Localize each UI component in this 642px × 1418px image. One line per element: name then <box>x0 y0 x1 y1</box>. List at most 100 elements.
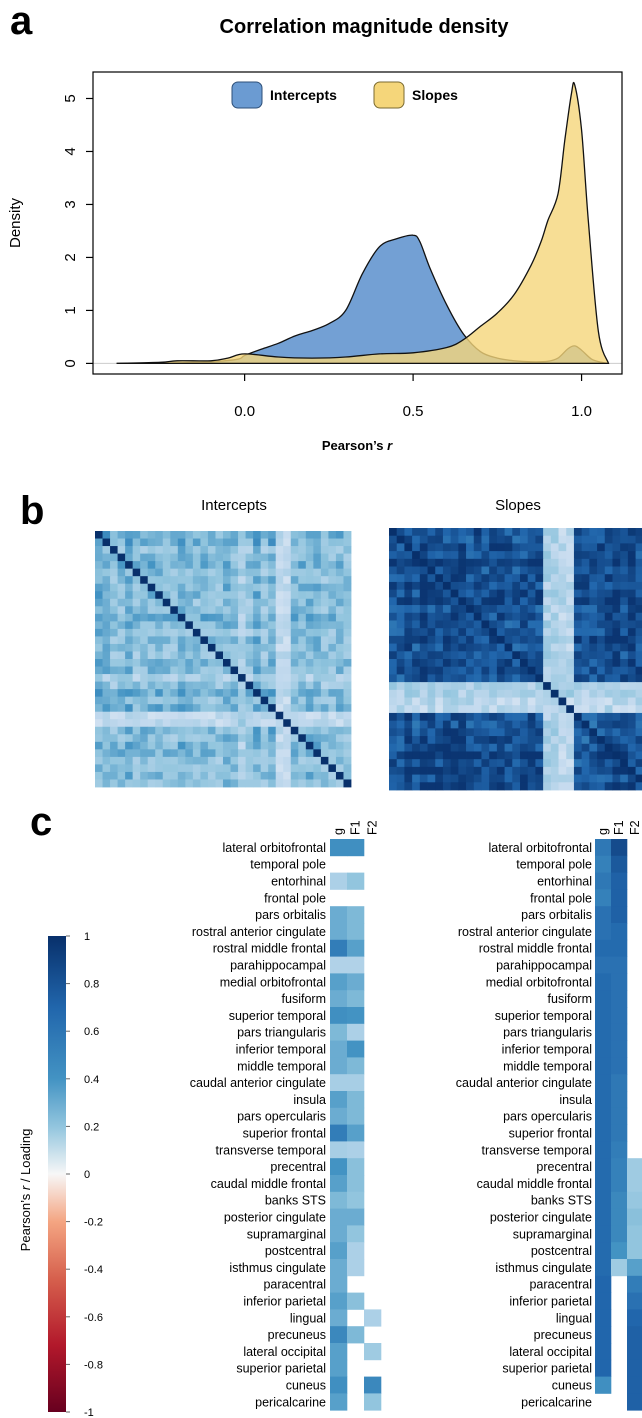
heatmap-cell <box>207 779 216 788</box>
heatmap-cell <box>283 666 292 675</box>
heatmap-cell <box>481 697 490 706</box>
heatmap-cell <box>573 751 583 760</box>
heatmap-cell <box>95 696 103 705</box>
loading-cell <box>347 1175 365 1193</box>
heatmap-cell <box>535 659 544 668</box>
heatmap-cell <box>335 741 344 750</box>
heatmap-cell <box>223 764 231 773</box>
heatmap-cell <box>223 621 231 630</box>
heatmap-cell <box>185 659 194 667</box>
heatmap-cell <box>260 553 269 562</box>
loading-cell <box>595 1141 612 1159</box>
heatmap-cell <box>132 553 141 562</box>
panel-b-letter: b <box>20 489 44 533</box>
heatmap-cell <box>458 635 467 644</box>
loading-cell <box>330 1023 348 1041</box>
heatmap-cell <box>550 558 559 567</box>
heatmap-cell <box>597 566 606 575</box>
heatmap-cell <box>512 566 521 575</box>
heatmap-cell <box>543 528 552 537</box>
loading-cell <box>627 1359 642 1377</box>
heatmap-cell <box>343 704 352 713</box>
row-label: fusiform <box>282 992 326 1006</box>
heatmap-cell <box>604 558 613 567</box>
heatmap-cell <box>117 553 126 562</box>
x-axis-label-italic: r <box>387 438 393 453</box>
heatmap-cell <box>527 528 536 537</box>
heatmap-cell <box>389 674 398 683</box>
heatmap-cell <box>481 659 490 668</box>
heatmap-cell <box>283 553 292 562</box>
heatmap-cell <box>527 682 536 691</box>
colorbar-tick-label: -0.4 <box>84 1264 103 1276</box>
heatmap-cell <box>512 643 521 652</box>
heatmap-cell <box>230 666 239 675</box>
heatmap-cell <box>543 612 552 621</box>
heatmap-cell <box>140 704 149 713</box>
heatmap-cell <box>419 705 428 714</box>
heatmap-cell <box>466 551 475 560</box>
heatmap-cell <box>535 628 544 637</box>
heatmap-cell <box>260 749 269 758</box>
heatmap-cell <box>268 756 277 765</box>
heatmap-cell <box>335 636 344 645</box>
heatmap-cell <box>132 779 141 788</box>
heatmap-cell <box>290 779 299 788</box>
heatmap-cell <box>320 643 329 652</box>
heatmap-cell <box>260 741 269 750</box>
heatmap-cell <box>620 581 629 591</box>
heatmap-cell <box>328 628 337 637</box>
heatmap-cell <box>442 697 452 706</box>
heatmap-cell <box>473 643 482 652</box>
heatmap-cell <box>215 538 224 547</box>
heatmap-cell <box>185 756 194 765</box>
heatmap-cell <box>170 613 179 622</box>
heatmap-cell <box>404 759 413 768</box>
heatmap-cell <box>589 551 598 560</box>
heatmap-cell <box>404 566 413 575</box>
heatmap-cell <box>527 705 536 714</box>
heatmap-cell <box>535 674 544 683</box>
heatmap-cell <box>177 576 186 585</box>
heatmap-cell <box>283 726 292 735</box>
heatmap-cell <box>581 766 590 775</box>
heatmap-cell <box>389 689 398 698</box>
heatmap-cell <box>192 628 201 637</box>
loading-cell <box>330 1007 348 1025</box>
heatmap-cell <box>298 749 307 758</box>
heatmap-cell <box>140 613 149 622</box>
heatmap-cell <box>604 782 613 791</box>
heatmap-cell <box>260 598 269 607</box>
y-axis-label: Density <box>7 197 24 248</box>
heatmap-cell <box>328 689 337 698</box>
heatmap-cell <box>627 535 636 544</box>
row-label: transverse temporal <box>482 1143 592 1157</box>
heatmap-cell <box>170 756 179 765</box>
row-label: parahippocampal <box>230 959 326 973</box>
heatmap-cell <box>117 726 126 735</box>
heatmap-cell <box>612 620 621 629</box>
heatmap-cell <box>207 749 216 758</box>
heatmap-cell <box>527 574 536 583</box>
heatmap-cell <box>550 651 559 660</box>
heatmap-cell <box>177 704 186 713</box>
heatmap-cell <box>155 779 164 788</box>
heatmap-cell <box>412 612 421 621</box>
heatmap-cell <box>238 598 246 607</box>
heatmap-cell <box>489 543 498 552</box>
heatmap-cell <box>550 689 559 698</box>
heatmap-cell <box>140 553 149 562</box>
heatmap-cell <box>215 764 224 773</box>
heatmap-cell <box>215 674 224 682</box>
heatmap-cell <box>320 598 329 607</box>
heatmap-cell <box>412 635 421 644</box>
heatmap-cell <box>162 689 171 698</box>
x-tick-label: 0.0 <box>234 403 255 420</box>
heatmap-cell <box>481 558 490 567</box>
heatmap-cell <box>283 771 292 780</box>
heatmap-cell <box>581 605 590 614</box>
heatmap-cell <box>558 612 567 621</box>
heatmap-cell <box>458 528 467 537</box>
heatmap-cell <box>223 756 231 765</box>
heatmap-cell <box>396 612 405 621</box>
